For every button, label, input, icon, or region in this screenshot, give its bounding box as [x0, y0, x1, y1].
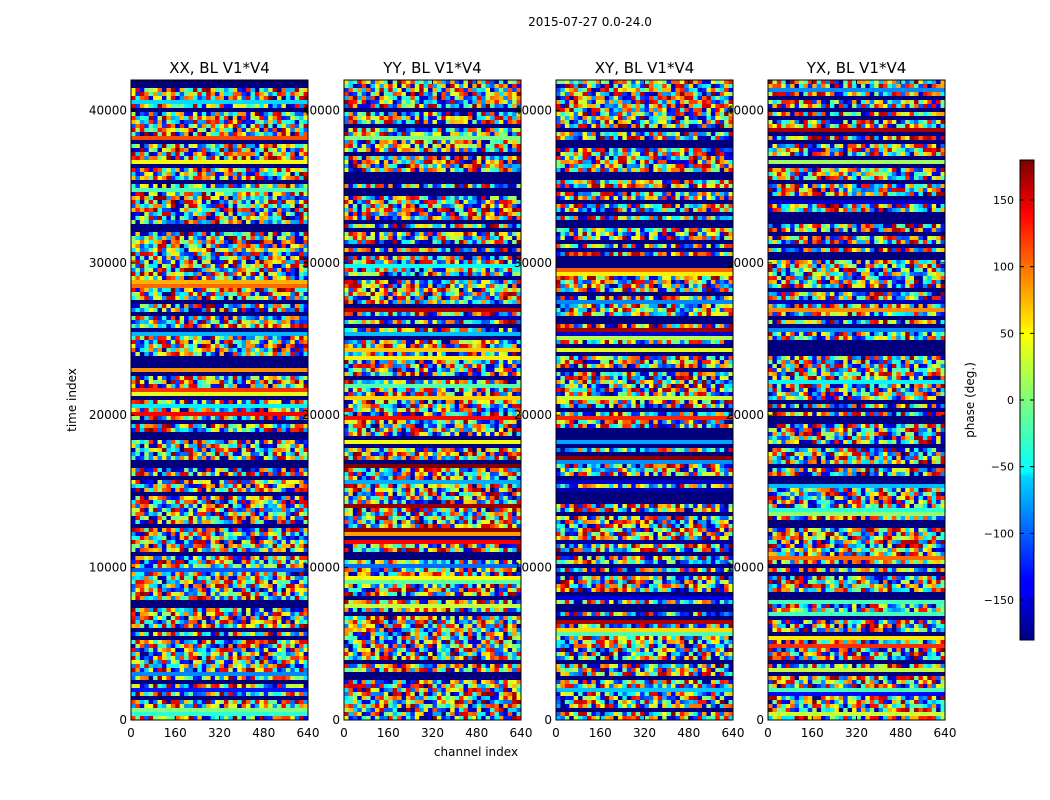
figure-suptitle: 2015-07-27 0.0-24.0	[528, 15, 652, 29]
panel-title: YY, BL V1*V4	[382, 59, 481, 77]
x-tick-label: 640	[934, 726, 957, 740]
x-tick-label: 160	[377, 726, 400, 740]
y-tick-label: 20000	[726, 408, 764, 422]
colorbar-tick-label: 0	[1007, 394, 1014, 407]
y-tick-label: 10000	[514, 561, 552, 575]
colorbar-tick-label: −100	[984, 527, 1014, 540]
x-tick-label: 480	[465, 726, 488, 740]
x-axis-label: channel index	[434, 745, 518, 759]
y-tick-label: 30000	[89, 256, 127, 270]
y-tick-label: 10000	[302, 561, 340, 575]
x-tick-label: 640	[510, 726, 533, 740]
y-tick-label: 0	[756, 713, 764, 727]
y-tick-label: 20000	[302, 408, 340, 422]
y-tick-label: 20000	[514, 408, 552, 422]
x-tick-label: 480	[677, 726, 700, 740]
x-tick-label: 480	[252, 726, 275, 740]
x-tick-label: 640	[297, 726, 320, 740]
x-tick-label: 0	[764, 726, 772, 740]
panel: YX, BL V1*V4 0 160 320 480 640 0 10000 20000 3000…	[726, 59, 957, 740]
y-tick-label: 10000	[89, 561, 127, 575]
x-tick-label: 320	[845, 726, 868, 740]
colorbar-tick-label: −50	[991, 461, 1014, 474]
colorbar-tick-label: 150	[993, 194, 1014, 207]
panel-title: XY, BL V1*V4	[595, 59, 695, 77]
y-tick-label: 0	[119, 713, 127, 727]
y-tick-label: 40000	[726, 103, 764, 117]
heatmap	[344, 80, 522, 721]
x-tick-label: 0	[340, 726, 348, 740]
y-tick-label: 20000	[89, 408, 127, 422]
heatmap	[768, 80, 946, 721]
x-tick-label: 160	[164, 726, 187, 740]
colorbar-tick-label: 50	[1000, 327, 1014, 340]
x-tick-label: 320	[633, 726, 656, 740]
colorbar-tick-label: 100	[993, 261, 1014, 274]
y-tick-label: 30000	[514, 256, 552, 270]
y-tick-label: 30000	[726, 256, 764, 270]
y-tick-label: 0	[544, 713, 552, 727]
colorbar: −150 −100 −50 0 50 100 150 phase (deg.)	[963, 159, 1035, 641]
x-tick-label: 480	[889, 726, 912, 740]
colorbar-label: phase (deg.)	[963, 362, 977, 438]
heatmap	[131, 80, 309, 721]
y-tick-label: 40000	[302, 103, 340, 117]
x-tick-label: 640	[722, 726, 745, 740]
x-tick-label: 160	[589, 726, 612, 740]
x-tick-label: 0	[552, 726, 560, 740]
panel-title: XX, BL V1*V4	[169, 59, 270, 77]
y-axis-label: time index	[65, 368, 79, 432]
x-tick-label: 0	[127, 726, 135, 740]
x-tick-label: 160	[801, 726, 824, 740]
panel: YY, BL V1*V4 0 160 320 480 640 0 10000 20000 3000…	[302, 59, 533, 740]
x-tick-label: 320	[208, 726, 231, 740]
y-tick-label: 10000	[726, 561, 764, 575]
heatmap	[556, 80, 734, 721]
x-tick-label: 320	[421, 726, 444, 740]
panel-title: YX, BL V1*V4	[806, 59, 907, 77]
panel: XY, BL V1*V4 0 160 320 480 640 0 10000 20000 3000…	[514, 59, 745, 740]
y-tick-label: 40000	[89, 103, 127, 117]
y-tick-label: 40000	[514, 103, 552, 117]
y-tick-label: 30000	[302, 256, 340, 270]
y-tick-label: 0	[332, 713, 340, 727]
colorbar-tick-label: −150	[984, 594, 1014, 607]
panel: XX, BL V1*V4 0 160 320 480 640 0 10000 20000 3000…	[89, 59, 320, 740]
